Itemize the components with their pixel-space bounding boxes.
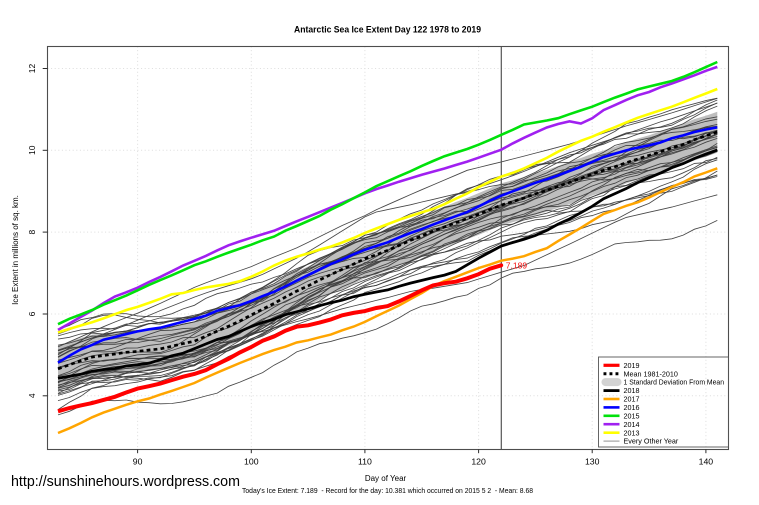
svg-text:110: 110 [358,457,372,467]
svg-text:7.189: 7.189 [506,261,528,271]
svg-text:12: 12 [27,64,37,74]
svg-text:Mean 1981-2010: Mean 1981-2010 [624,369,678,378]
svg-text:2013: 2013 [624,428,640,437]
svg-text:100: 100 [244,457,259,467]
svg-text:140: 140 [699,457,714,467]
svg-text:2017: 2017 [624,395,640,404]
svg-text:Every Other Year: Every Other Year [624,437,679,446]
svg-text:8: 8 [27,229,37,234]
svg-text:90: 90 [133,457,143,467]
svg-text:4: 4 [27,393,37,398]
svg-text:Today's Ice Extent: 7.189 - R: Today's Ice Extent: 7.189 - Record for t… [242,486,533,495]
svg-text:6: 6 [27,311,37,316]
svg-text:2016: 2016 [624,403,640,412]
svg-text:http://sunshinehours.wordpress: http://sunshinehours.wordpress.com [11,474,240,490]
svg-text:Day of Year: Day of Year [365,474,407,483]
svg-text:Antarctic Sea Ice Extent Day 1: Antarctic Sea Ice Extent Day 122 1978 to… [294,24,481,34]
svg-text:130: 130 [585,457,600,467]
svg-text:2019: 2019 [624,361,640,370]
svg-text:10: 10 [27,145,37,155]
svg-text:Ice Extent in millions of sq.: Ice Extent in millions of sq. km. [11,195,20,305]
svg-text:1 Standard Deviation From Mean: 1 Standard Deviation From Mean [624,378,725,387]
svg-text:120: 120 [471,457,486,467]
svg-text:2015: 2015 [624,411,640,420]
svg-text:2018: 2018 [624,386,640,395]
svg-text:2014: 2014 [624,420,640,429]
